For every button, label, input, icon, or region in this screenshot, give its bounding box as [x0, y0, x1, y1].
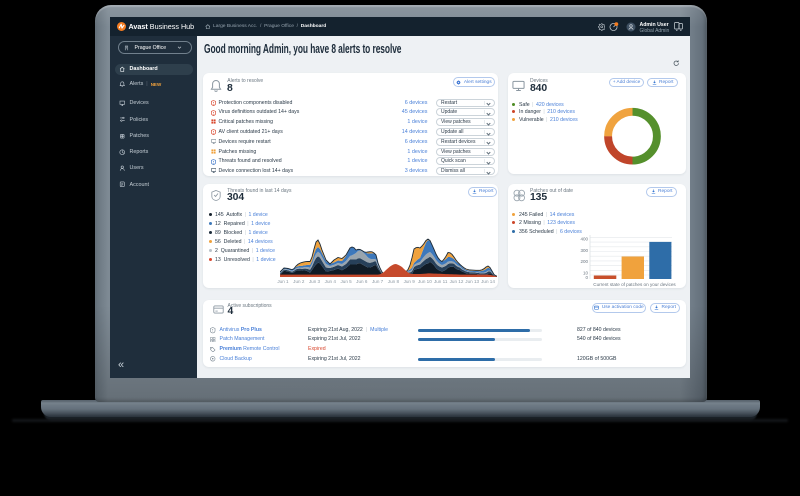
svg-text:300: 300: [580, 248, 588, 253]
svg-text:400: 400: [580, 237, 588, 242]
svg-text:10: 10: [583, 270, 589, 275]
svg-text:0: 0: [585, 275, 588, 279]
svg-text:200: 200: [580, 259, 588, 264]
